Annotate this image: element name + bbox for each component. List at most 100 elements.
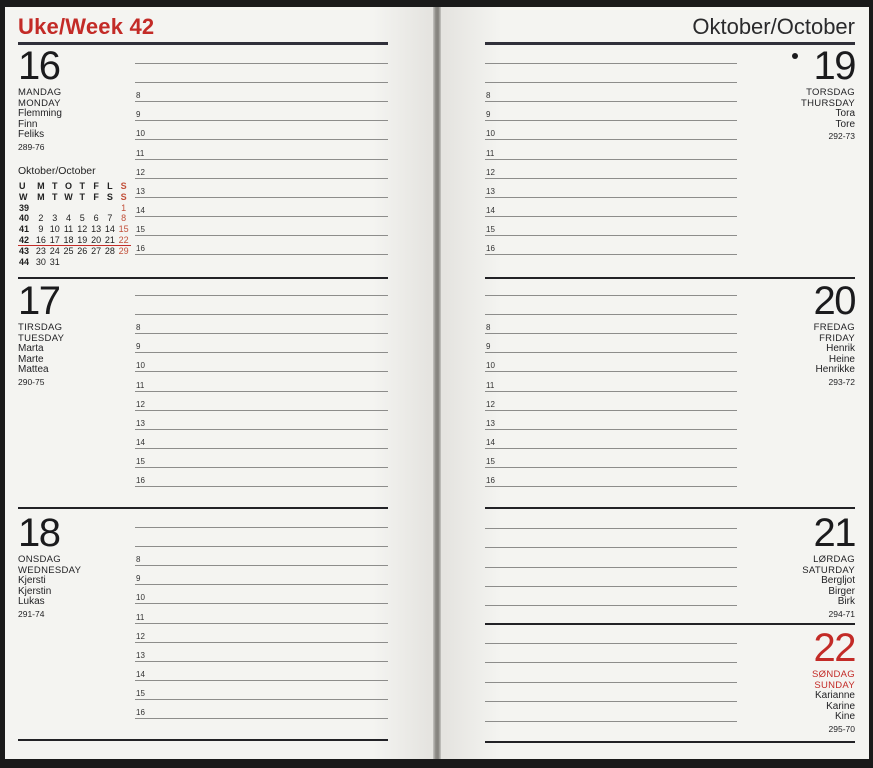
hour-label: 11 [136,612,145,622]
name-day: Finn [18,118,38,130]
ruled-line: 13 [135,419,388,430]
ruled-line [135,63,388,64]
day-number: 19 [813,44,857,88]
weekday-header-cell: F [93,191,99,202]
hour-label: 16 [136,476,145,485]
ruled-line: 16 [135,244,388,255]
mini-calendar-week-row: 43 23 24 25 26 27 28 29 [18,246,131,257]
ruled-line [485,314,737,316]
hour-label: 9 [486,110,491,120]
day-separator [485,741,855,744]
name-day: Mattea [18,364,49,376]
ruled-line: 15 [135,457,388,468]
ruled-line: 10 [135,361,388,373]
weekday-header-cell: W [64,191,73,202]
date-cell [103,203,117,214]
ruled-line [485,295,737,296]
day-of-year-code: 291-74 [18,609,45,620]
hour-label: 9 [136,342,141,352]
date-cell: 20 [91,234,102,245]
mini-calendar-grid: U M T O T F L S W M T W T F S S 39 1 40 2 3 4 5 6 7 8 41 9 10 11 12 13 1… [18,181,131,267]
name-day: Karianne [814,690,855,701]
mini-calendar-title: Oktober/October [18,165,96,177]
ruled-line: 9 [135,574,388,586]
ruled-line [485,701,737,703]
hour-label: 12 [486,399,495,409]
weekday-header-cell: L [107,181,113,191]
hour-label: 8 [136,555,141,565]
name-day: Birger [828,585,855,597]
weekday-header-cell: T [51,181,58,191]
ruled-line: 12 [135,400,388,411]
day-number: 18 [18,511,61,555]
hour-label: 11 [136,148,145,158]
day-name-norwegian: ONSDAG [18,554,61,565]
date-cell [89,257,103,268]
date-cell: 10 [49,224,60,235]
date-cell [62,257,76,268]
ruled-line: 11 [135,613,388,624]
ruled-line: 11 [135,381,388,392]
date-cell: 25 [63,245,74,256]
date-cell: 29 [118,245,129,256]
date-cell [48,203,62,214]
hour-label: 11 [486,380,495,390]
day-of-year-code: 290-75 [18,377,45,388]
day-21-info: 21 LØRDAG SATURDAY Bergljot Birger Birk 29… [741,513,856,620]
day-name-norwegian: MANDAG [18,87,62,98]
day-number-row: 22 [741,628,857,668]
weekday-header-cell: T [79,191,86,202]
moon-phase-icon [792,53,799,59]
hour-label: 13 [136,186,145,196]
ruled-line [135,527,388,528]
hour-label: 13 [136,650,145,660]
hour-label: 16 [486,476,495,485]
week-number: 41 [19,224,30,235]
hour-label: 14 [136,437,145,447]
name-day: Birk [837,596,855,608]
day-separator [18,507,388,510]
header-rule-left [18,42,388,45]
ruled-line: 14 [485,438,737,449]
week-number: 42 [19,234,30,245]
name-day: Marte [18,353,44,365]
hour-label: 12 [486,167,495,177]
name-day: Kine [834,711,855,723]
date-cell: 17 [49,234,60,245]
day-of-year-code: 292-73 [828,131,855,142]
name-day: Bergljot [821,575,855,586]
ruled-line: 14 [135,206,388,217]
ruled-line: 8 [135,91,388,103]
hour-label: 8 [486,91,491,101]
month-title: Oktober/October [692,14,855,39]
date-cell: 12 [77,224,88,235]
mini-calendar-week-row: 42 16 17 18 19 20 21 22 [18,235,131,246]
day-name-english: TUESDAY [18,333,65,344]
hour-label: 16 [136,244,145,253]
hour-label: 13 [136,418,145,428]
week-column-header: U [19,181,26,191]
page-left: Uke/Week 42 16 MANDAG MONDAY Flemming Fin… [0,0,433,768]
name-day-list: Karianne Karine Kine [741,690,855,723]
date-cell [117,257,131,268]
date-cell: 28 [104,245,115,256]
hour-label: 15 [136,456,145,466]
ruled-line: 13 [135,187,388,198]
date-cell: 9 [38,224,44,235]
ruled-line: 13 [485,187,737,198]
weekday-header-cell: O [64,181,72,191]
date-cell: 13 [91,224,102,235]
day-of-year-code: 293-72 [828,377,855,388]
ruled-line: 11 [485,149,737,160]
ruled-line: 10 [485,129,737,141]
date-cell: 21 [104,234,115,245]
date-cell: 1 [121,202,127,213]
date-cell: 26 [77,245,88,256]
day-separator [18,739,388,742]
ruled-line: 12 [485,168,737,179]
ruled-line: 15 [135,225,388,236]
name-day-list: Bergljot Birger Birk [741,575,855,608]
name-day: Heine [828,353,855,365]
week-title: Uke/Week 42 [18,14,155,39]
